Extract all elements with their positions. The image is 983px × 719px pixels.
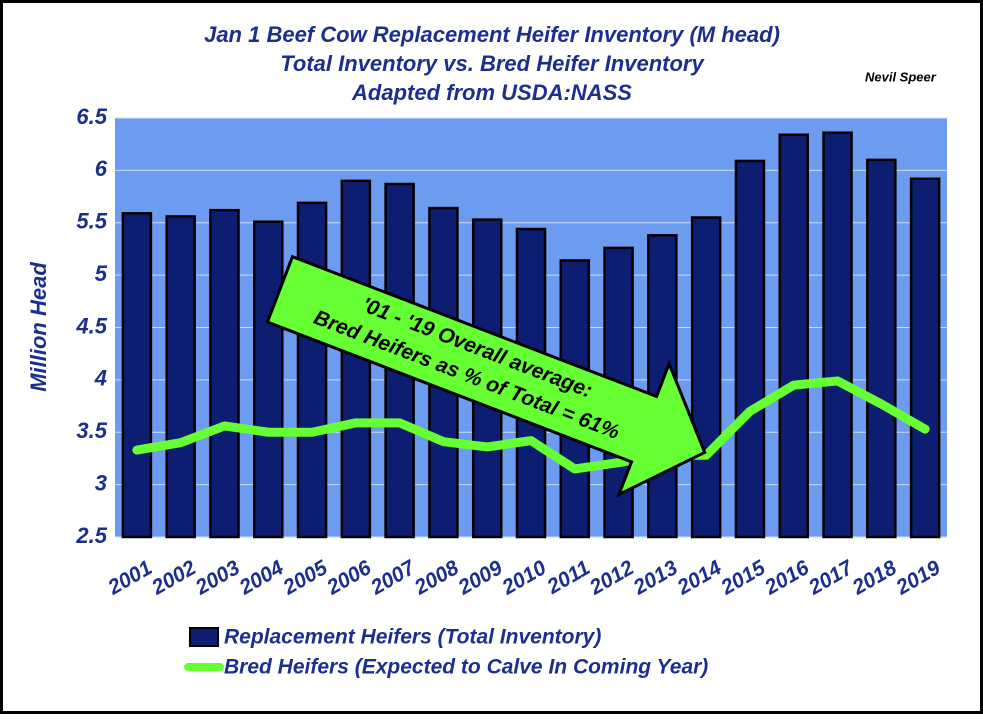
bar [253,220,284,539]
chart-subtitle: Total Inventory vs. Bred Heifer Inventor… [280,51,705,76]
y-tick-label: 2.5 [75,523,107,548]
y-axis-label: Million Head [26,262,51,392]
bar [121,212,153,539]
bar [822,131,853,539]
y-tick-label: 4.5 [75,313,107,338]
bar [165,215,196,539]
y-tick-label: 3.5 [76,418,107,443]
line [132,376,930,474]
y-tick-label: 6.5 [76,104,107,129]
bar [690,216,722,539]
legend-label: Bred Heifers (Expected to Calve In Comin… [224,656,708,679]
y-tick-label: 6 [95,156,108,181]
chart-title: Jan 1 Beef Cow Replacement Heifer Invent… [204,22,780,47]
y-tick-label: 5 [95,261,108,286]
author: Nevil Speer [865,69,937,84]
legend-label: Replacement Heifers (Total Inventory) [224,626,601,649]
bar [734,159,766,539]
bar [296,201,328,539]
bar [909,177,941,539]
y-tick-label: 5.5 [76,209,107,234]
chart-source: Adapted from USDA:NASS [351,80,632,105]
bar [209,208,240,539]
y-tick-label: 4 [94,366,107,391]
legend-swatch [189,627,219,647]
y-tick-label: 3 [95,470,107,495]
annotation-arrow [265,254,707,498]
bar [866,158,897,539]
bar [778,133,809,539]
